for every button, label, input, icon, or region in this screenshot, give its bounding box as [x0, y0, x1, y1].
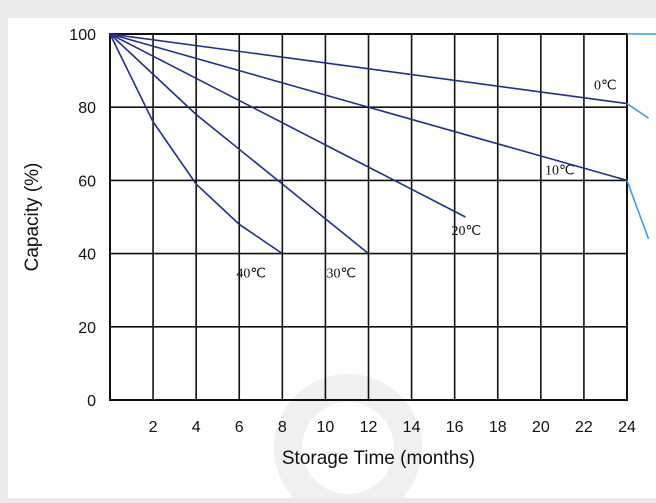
x-tick-label: 4 [192, 419, 201, 436]
x-tick-label: 8 [278, 419, 287, 436]
y-tick-label: 80 [78, 100, 96, 117]
y-axis-label: Capacity (%) [22, 163, 43, 272]
x-tick-label: 10 [317, 419, 335, 436]
x-tick-label: 20 [532, 419, 550, 436]
x-tick-label: 6 [235, 419, 244, 436]
y-tick-label: 0 [87, 393, 96, 410]
watermark-shape [274, 374, 422, 498]
series-continuation-line [626, 180, 650, 240]
x-tick-label: 18 [489, 419, 507, 436]
x-tick-label: 14 [403, 419, 421, 436]
x-tick-label: 12 [360, 419, 378, 436]
series-continuation-line [626, 102, 649, 119]
series-line [109, 33, 628, 182]
y-tick-label: 60 [78, 173, 96, 190]
series-label: 10℃ [545, 163, 575, 178]
watermark [274, 374, 422, 498]
x-tick-label: 16 [446, 419, 464, 436]
series-label: 20℃ [451, 224, 481, 239]
series-line [109, 33, 283, 255]
x-tick-label: 2 [149, 419, 158, 436]
x-tick-label: 22 [575, 419, 593, 436]
x-axis-label: Storage Time (months) [282, 448, 475, 469]
series-line [109, 33, 370, 255]
grid [109, 33, 628, 401]
series-line [109, 33, 628, 105]
y-tick-label: 40 [78, 247, 96, 264]
series-label: 40℃ [236, 267, 266, 282]
y-tick-label: 100 [69, 27, 96, 44]
x-tick-label: 24 [618, 419, 636, 436]
series-lines [109, 33, 656, 255]
chart: 2 4 6 8 10 12 14 16 18 20 22 24 0 20 40 60 80 100 0℃ 10℃ 20… [8, 18, 656, 498]
series-label: 30℃ [327, 267, 357, 282]
series-labels: 0℃ 10℃ 20℃ 30℃ 40℃ [236, 79, 616, 282]
y-tick-label: 20 [78, 320, 96, 337]
series-label: 0℃ [594, 79, 617, 94]
series-line [109, 33, 466, 218]
